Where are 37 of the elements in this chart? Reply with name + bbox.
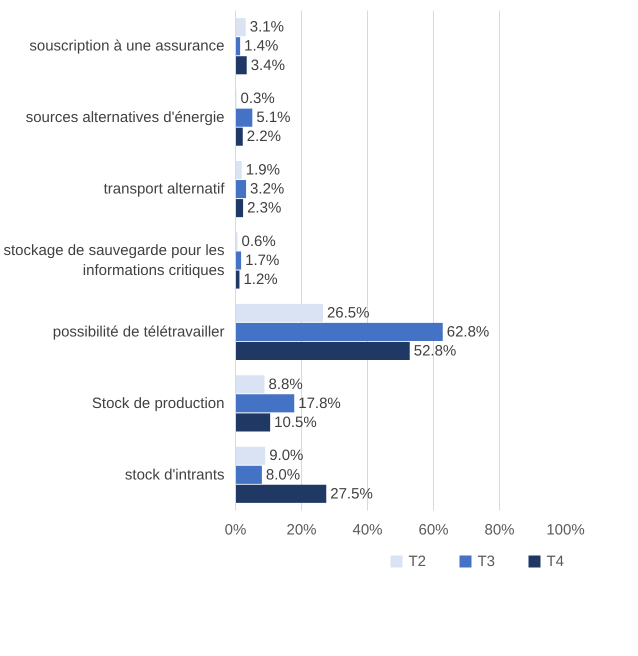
data-label: 10.5% xyxy=(274,414,317,431)
x-tick-label: 80% xyxy=(484,522,515,538)
x-tick-label: 20% xyxy=(286,522,317,538)
y-tick-label: souscription à une assurance xyxy=(29,38,225,55)
data-label: 17.8% xyxy=(298,394,341,412)
data-label: 26.5% xyxy=(326,304,370,322)
y-tick-label: sources alternatives d'énergie xyxy=(26,109,225,126)
x-tick-label: 100% xyxy=(546,522,585,538)
data-label: 52.8% xyxy=(414,342,456,360)
y-tick-label: stockage de sauvegarde pour les informations critiques xyxy=(4,242,225,280)
legend-label: T4 xyxy=(546,553,564,570)
x-tick-label: 0% xyxy=(224,522,246,538)
data-label: 62.8% xyxy=(446,323,490,340)
data-label: 8.8% xyxy=(268,376,303,393)
y-tick-label: transport alternatif xyxy=(104,180,226,198)
y-tick-label: possibilité de télétravailler xyxy=(52,323,225,340)
data-label: 27.5% xyxy=(330,485,373,502)
legend-label: T3 xyxy=(478,553,496,570)
y-tick-label: stock d'intrants xyxy=(124,466,225,484)
data-label: 0.3% xyxy=(240,90,275,108)
data-label: 3.4% xyxy=(250,56,285,74)
x-tick-label: 40% xyxy=(352,522,383,538)
data-label: 5.1% xyxy=(256,109,291,126)
y-tick-label: Stock de production xyxy=(92,394,225,412)
data-label: 2.2% xyxy=(246,128,281,146)
data-label: 0.6% xyxy=(241,232,276,250)
data-label: 3.2% xyxy=(250,180,284,198)
data-label: 1.9% xyxy=(246,162,280,179)
data-label: 1.2% xyxy=(243,271,278,288)
legend-label: T2 xyxy=(408,553,426,570)
data-label: 8.0% xyxy=(266,466,300,484)
x-tick-label: 60% xyxy=(418,522,449,538)
data-label: 2.3% xyxy=(247,200,282,217)
data-label: 9.0% xyxy=(269,447,304,464)
data-label: 1.4% xyxy=(244,38,278,55)
data-label: 3.1% xyxy=(250,18,284,36)
data-label: 1.7% xyxy=(245,252,280,269)
